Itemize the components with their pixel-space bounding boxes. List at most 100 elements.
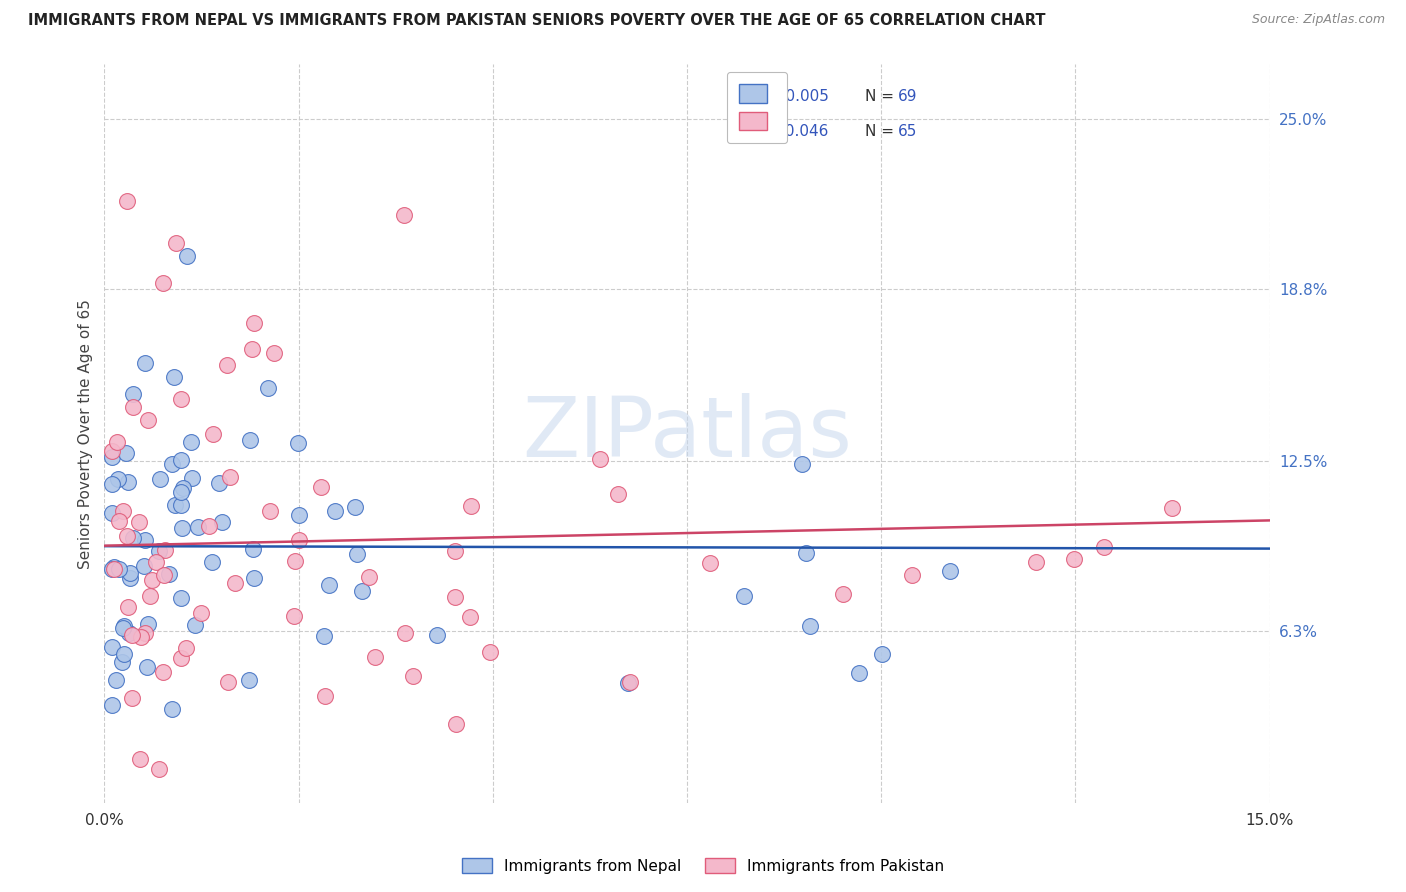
Point (120, 566, 142, 581)
Point (901, 567, 924, 582)
Point (107, 434, 129, 449)
Point (619, 675, 641, 690)
Point (242, 316, 264, 330)
Point (121, 531, 143, 545)
Text: Source: ZipAtlas.com: Source: ZipAtlas.com (1251, 13, 1385, 27)
Point (101, 450, 124, 465)
Point (170, 521, 193, 535)
Point (165, 235, 187, 250)
Point (112, 647, 135, 661)
Text: 0.046: 0.046 (780, 124, 828, 139)
Point (170, 485, 193, 500)
Point (107, 472, 129, 486)
Point (872, 647, 894, 661)
Point (283, 609, 305, 624)
Point (288, 533, 311, 548)
Point (799, 619, 821, 633)
Point (350, 584, 373, 599)
Point (134, 356, 156, 370)
Point (848, 666, 870, 681)
Text: R =: R = (742, 89, 776, 104)
Point (160, 458, 183, 472)
Point (589, 451, 612, 466)
Point (460, 610, 482, 624)
Point (122, 387, 145, 401)
Point (443, 544, 465, 558)
Point (170, 392, 193, 406)
Point (217, 675, 239, 690)
Point (479, 645, 502, 659)
Point (394, 626, 416, 640)
Point (181, 471, 204, 485)
Point (129, 752, 152, 766)
Point (284, 553, 307, 567)
Point (240, 342, 263, 356)
Point (152, 277, 174, 291)
Point (394, 208, 416, 222)
Point (148, 762, 170, 776)
Text: ZIPatlas: ZIPatlas (522, 393, 852, 475)
Point (101, 443, 124, 458)
Point (287, 435, 309, 450)
Point (134, 559, 156, 574)
Point (187, 520, 209, 534)
Point (242, 542, 264, 557)
Point (831, 587, 853, 601)
Point (312, 629, 335, 643)
Point (118, 571, 141, 585)
Point (460, 499, 482, 513)
Point (111, 655, 134, 669)
Point (111, 621, 134, 635)
Point (128, 515, 150, 529)
Point (309, 480, 332, 494)
Point (201, 555, 224, 569)
Point (238, 673, 260, 687)
Text: R =: R = (742, 124, 776, 139)
Point (170, 591, 193, 606)
Point (363, 649, 385, 664)
Point (101, 477, 124, 491)
Point (145, 554, 167, 568)
Point (163, 370, 186, 384)
Point (426, 628, 449, 642)
Point (257, 381, 280, 395)
Point (129, 630, 152, 644)
Point (153, 568, 176, 582)
Point (117, 600, 139, 615)
Point (138, 616, 160, 631)
Point (218, 470, 240, 484)
Point (314, 689, 336, 703)
Point (163, 498, 186, 512)
Point (259, 504, 281, 518)
Point (176, 249, 198, 263)
Point (170, 498, 193, 512)
Point (121, 400, 143, 414)
Text: -0.005: -0.005 (780, 89, 830, 104)
Point (344, 500, 367, 514)
Point (148, 543, 170, 558)
Point (323, 504, 346, 518)
Text: IMMIGRANTS FROM NEPAL VS IMMIGRANTS FROM PAKISTAN SENIORS POVERTY OVER THE AGE O: IMMIGRANTS FROM NEPAL VS IMMIGRANTS FROM… (28, 13, 1046, 29)
Point (1161, 501, 1184, 516)
Point (160, 702, 183, 716)
Point (101, 562, 124, 576)
Point (616, 675, 638, 690)
Point (115, 529, 138, 543)
Point (217, 358, 239, 372)
Point (190, 606, 212, 620)
Point (141, 574, 163, 588)
Point (101, 698, 124, 712)
Point (149, 472, 172, 486)
Point (734, 590, 756, 604)
Point (152, 665, 174, 680)
Point (104, 673, 127, 687)
Y-axis label: Seniors Poverty Over the Age of 65: Seniors Poverty Over the Age of 65 (79, 299, 93, 568)
Point (117, 475, 139, 489)
Point (794, 546, 817, 560)
Point (444, 590, 467, 604)
Point (170, 651, 193, 665)
Point (180, 434, 202, 449)
Point (115, 194, 138, 208)
Point (114, 445, 136, 459)
Point (112, 504, 135, 518)
